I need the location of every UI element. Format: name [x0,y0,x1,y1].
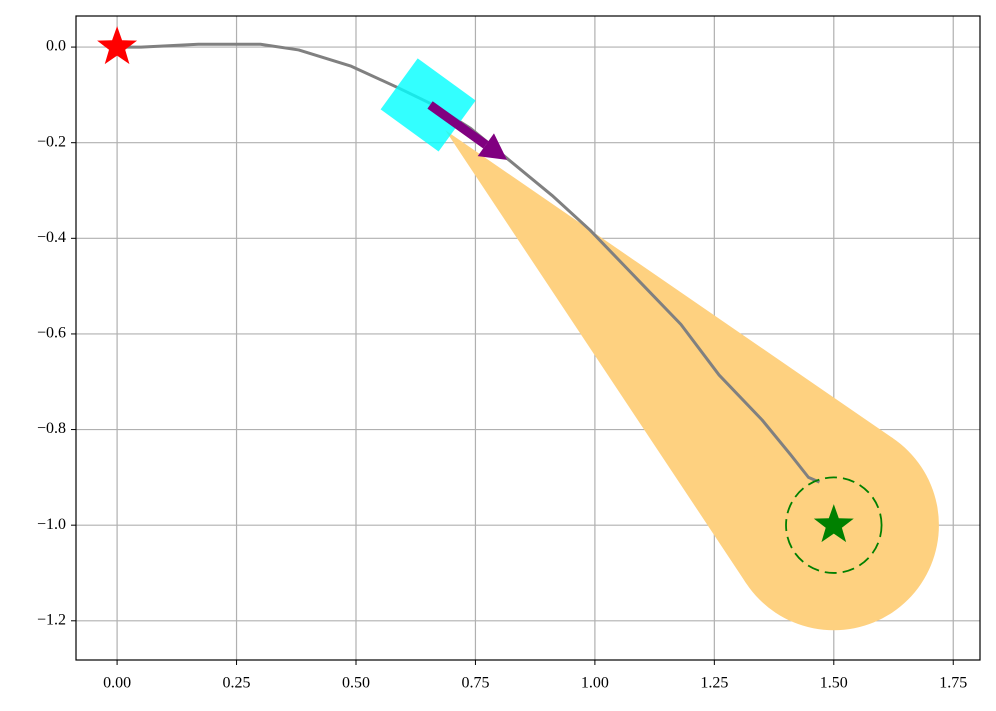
y-tick-label: −0.4 [37,229,66,246]
goal-star [813,504,854,543]
trajectory [117,42,821,484]
y-tick-label: −1.0 [37,516,66,533]
y-tick-label: −1.2 [37,611,66,628]
x-tick-label: 0.75 [461,675,489,692]
plot-area [97,26,939,631]
y-tick-label: −0.8 [37,420,66,437]
x-tick-label: 1.25 [700,675,728,692]
x-tick-label: 1.75 [939,675,967,692]
axes-frame [75,15,981,661]
robot [380,58,476,152]
x-tick-label: 1.00 [581,675,609,692]
x-tick-label: 1.50 [820,675,848,692]
x-tick-label: 0.50 [342,675,370,692]
y-tick-label: 0.0 [46,38,66,55]
y-tick-label: −0.2 [37,133,66,150]
y-tick-label: −0.6 [37,325,66,342]
start-star [97,26,138,65]
x-tick-label: 0.00 [103,675,131,692]
heading-head [477,133,507,160]
heading-shaft [427,101,489,149]
x-tick-label: 0.25 [223,675,251,692]
goal-radius [785,476,883,574]
